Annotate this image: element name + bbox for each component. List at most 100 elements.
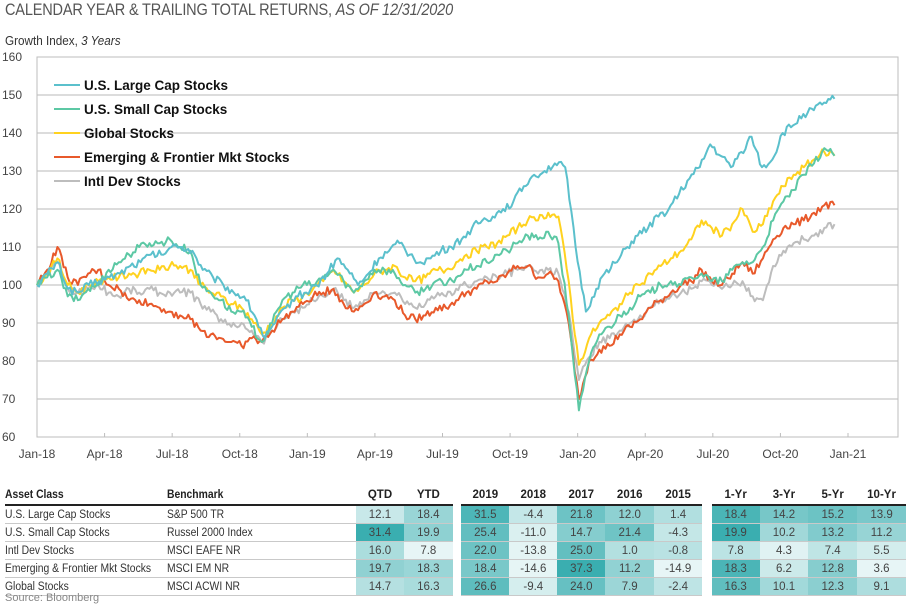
returns-table: Asset Class Benchmark QTD YTD 2019 2018 … [5,487,906,596]
period-return-cell: 16.0 [356,541,404,560]
series-line-u-s-small-cap-stocks [36,147,836,412]
calendar-return-cell: 12.0 [605,505,655,524]
asset-class-cell: U.S. Small Cap Stocks [5,523,168,542]
calendar-return-cell: 1.4 [654,505,703,524]
header-3yr: 3-Yr [759,487,809,506]
header-qtd: QTD [356,487,404,506]
table-header-row: Asset Class Benchmark QTD YTD 2019 2018 … [5,487,906,506]
calendar-return-cell: -9.4 [509,577,558,596]
y-tick-label: 110 [2,240,21,254]
y-tick-label: 130 [2,164,22,178]
trailing-return-cell: 10.2 [759,523,809,542]
benchmark-cell: MSCI ACWI NR [167,577,357,596]
calendar-return-cell: -4.3 [654,523,703,542]
header-2017: 2017 [557,487,606,506]
y-tick-label: 160 [2,50,22,64]
calendar-return-cell: 22.0 [461,541,510,560]
x-axis-ticks: Jan-18 Apr-18 Jul-18 Oct-18 Jan-19 Apr-19 Jul-… [19,433,867,461]
title-date: AS OF 12/31/2020 [335,1,453,19]
y-tick-label: 60 [2,430,16,444]
trailing-return-cell: 13.9 [857,505,906,524]
series-lines [36,94,836,412]
x-tick-label: Jan-19 [289,447,326,461]
x-tick-label: Apr-18 [87,447,123,461]
trailing-return-cell: 12.3 [808,577,858,596]
calendar-return-cell: -2.4 [654,577,703,596]
column-gap [702,559,712,578]
period-return-cell: 16.3 [403,577,453,596]
header-2015: 2015 [654,487,703,506]
benchmark-cell: S&P 500 TR [167,505,357,524]
header-ytd: YTD [403,487,453,506]
period-return-cell: 31.4 [356,523,404,542]
calendar-return-cell: 14.7 [557,523,606,542]
y-axis-ticks: 60 70 80 90 100 110 120 130 140 150 160 [2,50,22,444]
period-return-cell: 18.3 [403,559,453,578]
y-tick-label: 90 [2,316,16,330]
asset-class-cell: Global Stocks [5,577,168,596]
calendar-return-cell: 18.4 [461,559,510,578]
subtitle-text: Growth Index, [5,33,82,48]
plot-frame [36,56,899,438]
calendar-return-cell: -14.9 [654,559,703,578]
trailing-return-cell: 11.2 [857,523,906,542]
x-tick-label: Jan-21 [830,447,867,461]
y-tick-label: 150 [2,88,22,102]
trailing-return-cell: 16.3 [711,577,760,596]
trailing-return-cell: 18.4 [711,505,760,524]
calendar-return-cell: 26.6 [461,577,510,596]
x-tick-label: Oct-20 [762,447,798,461]
calendar-return-cell: -11.0 [509,523,558,542]
header-1yr: 1-Yr [711,487,760,506]
legend-label: U.S. Large Cap Stocks [84,78,228,93]
trailing-return-cell: 9.1 [857,577,906,596]
y-tick-label: 140 [2,126,22,140]
calendar-return-cell: -13.8 [509,541,558,560]
calendar-return-cell: 21.8 [557,505,606,524]
column-gap [702,487,712,505]
legend-label: Emerging & Frontier Mkt Stocks [84,150,290,165]
y-tick-label: 70 [2,392,16,406]
calendar-return-cell: 25.0 [557,541,606,560]
trailing-return-cell: 12.8 [808,559,858,578]
y-tick-label: 80 [2,354,16,368]
asset-class-cell: Emerging & Frontier Mkt Stocks [5,559,168,578]
column-gap [452,505,462,524]
header-2016: 2016 [605,487,655,506]
x-tick-label: Jul-20 [696,447,729,461]
chart-subtitle: Growth Index, 3 Years [5,33,121,48]
header-asset-class: Asset Class [5,487,168,506]
trailing-return-cell: 19.9 [711,523,760,542]
column-gap [702,541,712,560]
table-row: Intl Dev Stocks MSCI EAFE NR 16.0 7.8 22.0 -1… [5,541,906,560]
trailing-return-cell: 7.4 [808,541,858,560]
gridlines [37,94,898,400]
column-gap [702,577,712,596]
x-tick-label: Jul-18 [156,447,189,461]
x-tick-label: Oct-19 [492,447,528,461]
trailing-return-cell: 7.8 [711,541,760,560]
calendar-return-cell: 7.9 [605,577,655,596]
trailing-return-cell: 18.3 [711,559,760,578]
column-gap [452,523,462,542]
table-row: U.S. Large Cap Stocks S&P 500 TR 12.1 18.4 3… [5,505,906,524]
y-tick-label: 120 [2,202,22,216]
calendar-return-cell: 1.0 [605,541,655,560]
trailing-return-cell: 13.2 [808,523,858,542]
trailing-return-cell: 15.2 [808,505,858,524]
x-tick-label: Apr-20 [627,447,663,461]
trailing-return-cell: 4.3 [759,541,809,560]
asset-class-cell: Intl Dev Stocks [5,541,168,560]
period-return-cell: 7.8 [403,541,453,560]
header-2018: 2018 [509,487,558,506]
trailing-return-cell: 3.6 [857,559,906,578]
calendar-return-cell: -14.6 [509,559,558,578]
x-tick-label: Jul-19 [426,447,459,461]
table-row: U.S. Small Cap Stocks Russel 2000 Index 31… [5,523,906,542]
table-row: Emerging & Frontier Mkt Stocks MSCI EM NR… [5,559,906,578]
table-row: Global Stocks MSCI ACWI NR 14.7 16.3 26.6 -9.… [5,577,906,596]
header-2019: 2019 [461,487,510,506]
asset-class-cell: U.S. Large Cap Stocks [5,505,168,524]
calendar-return-cell: 24.0 [557,577,606,596]
series-line-global-stocks [36,148,836,366]
